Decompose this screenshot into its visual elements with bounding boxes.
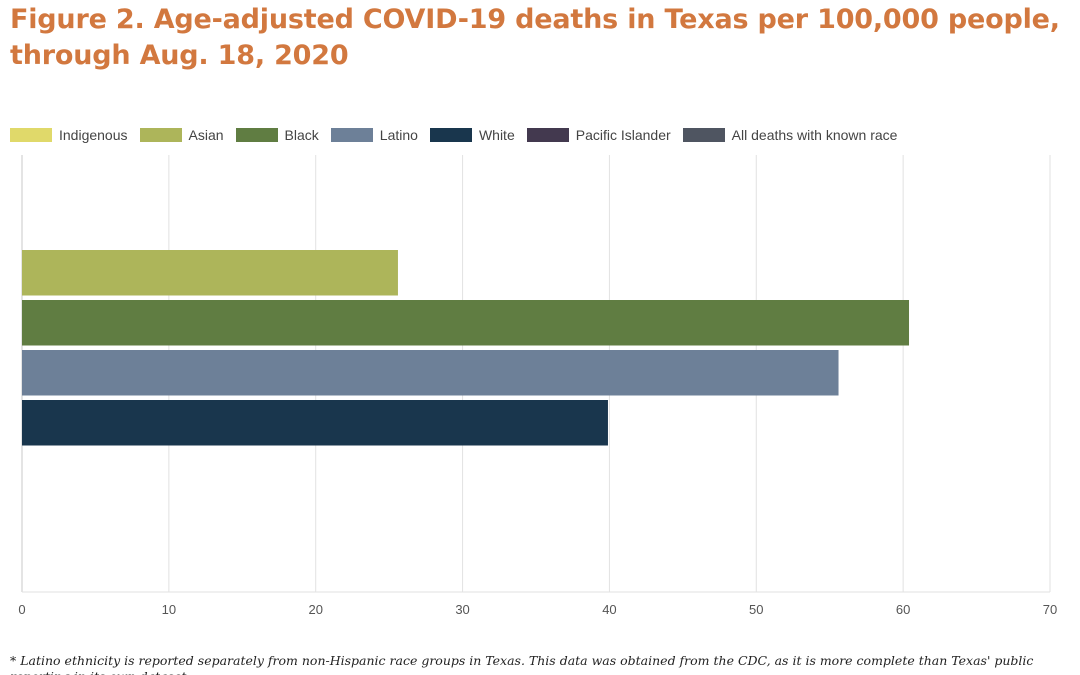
chart-footnote: * Latino ethnicity is reported separatel… — [10, 653, 1034, 675]
legend-item: Asian — [139, 127, 224, 143]
legend-swatch — [235, 128, 278, 142]
bar-black — [22, 300, 910, 346]
legend-item: All deaths with known race — [682, 127, 898, 143]
legend-label: Pacific Islander — [575, 127, 671, 143]
chart-title-line-2: through Aug. 18, 2020 — [10, 40, 349, 71]
bar-asian — [22, 250, 398, 296]
chart-title-line-1: Figure 2. Age-adjusted COVID-19 deaths i… — [10, 4, 1060, 35]
legend-item: Black — [235, 127, 319, 143]
x-tick-label: 70 — [1043, 602, 1057, 617]
legend-label: Indigenous — [59, 127, 128, 143]
x-tick-label: 10 — [162, 602, 176, 617]
bar-chart: 0 10 20 30 40 50 60 70 — [18, 155, 1057, 617]
legend-swatch — [429, 128, 472, 142]
legend-label: White — [478, 127, 515, 143]
legend-swatch — [682, 128, 725, 142]
x-tick-label: 20 — [308, 602, 322, 617]
x-tick-label: 0 — [18, 602, 25, 617]
legend-swatch — [526, 128, 569, 142]
legend-label: Black — [284, 127, 319, 143]
legend-swatch — [330, 128, 373, 142]
bar-latino — [22, 350, 839, 396]
legend-label: Latino — [379, 127, 418, 143]
legend-item: White — [429, 127, 515, 143]
chart-legend: Indigenous Asian Black Latino White Pacific I… — [10, 126, 909, 144]
x-tick-label: 50 — [749, 602, 763, 617]
chart-title: Figure 2. Age-adjusted COVID-19 deaths i… — [10, 2, 1070, 74]
bar-white — [22, 400, 608, 446]
x-tick-label: 30 — [455, 602, 469, 617]
legend-swatch — [10, 128, 52, 142]
legend-label: All deaths with known race — [731, 127, 898, 143]
legend-label: Asian — [188, 127, 224, 143]
x-tick-label: 40 — [602, 602, 616, 617]
legend-item: Pacific Islander — [526, 127, 671, 143]
legend-item: Latino — [330, 127, 418, 143]
legend-swatch — [139, 128, 182, 142]
legend-item: Indigenous — [10, 127, 128, 143]
x-tick-label: 60 — [896, 602, 910, 617]
